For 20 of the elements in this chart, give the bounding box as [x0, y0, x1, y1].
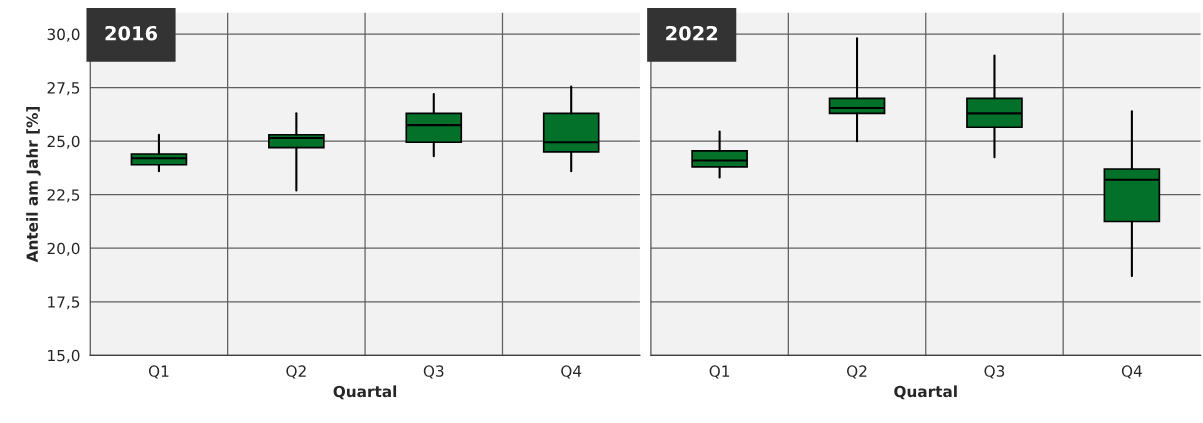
- text: 2022: [666, 25, 718, 41]
- y-tick-label: 20,0: [47, 242, 80, 256]
- x-tick-label: Q4: [1121, 365, 1142, 379]
- x-tick-label: Q1: [148, 365, 169, 379]
- y-tick-label: 17,5: [48, 296, 80, 310]
- x-tick-label: Q3: [423, 365, 444, 379]
- y-tick-label: 25,0: [47, 135, 80, 149]
- x-tick-label: Q4: [561, 365, 582, 379]
- y-tick-label: 30,0: [47, 28, 80, 42]
- x-tick-label: Q2: [847, 365, 867, 379]
- text: 2016: [105, 25, 158, 41]
- y-axis-title: Anteil am Jahr [%]: [26, 106, 41, 263]
- x-tick-label: Q3: [984, 365, 1005, 379]
- y-tick-label: 22,5: [47, 189, 80, 203]
- x-axis-title: Quartal: [894, 385, 957, 400]
- y-tick-label: 27,5: [47, 82, 80, 96]
- x-tick-label: Q2: [286, 365, 306, 379]
- x-axis-title: Quartal: [333, 385, 397, 400]
- x-tick-label: Q1: [709, 365, 730, 379]
- y-tick-label: 15,0: [48, 349, 80, 363]
